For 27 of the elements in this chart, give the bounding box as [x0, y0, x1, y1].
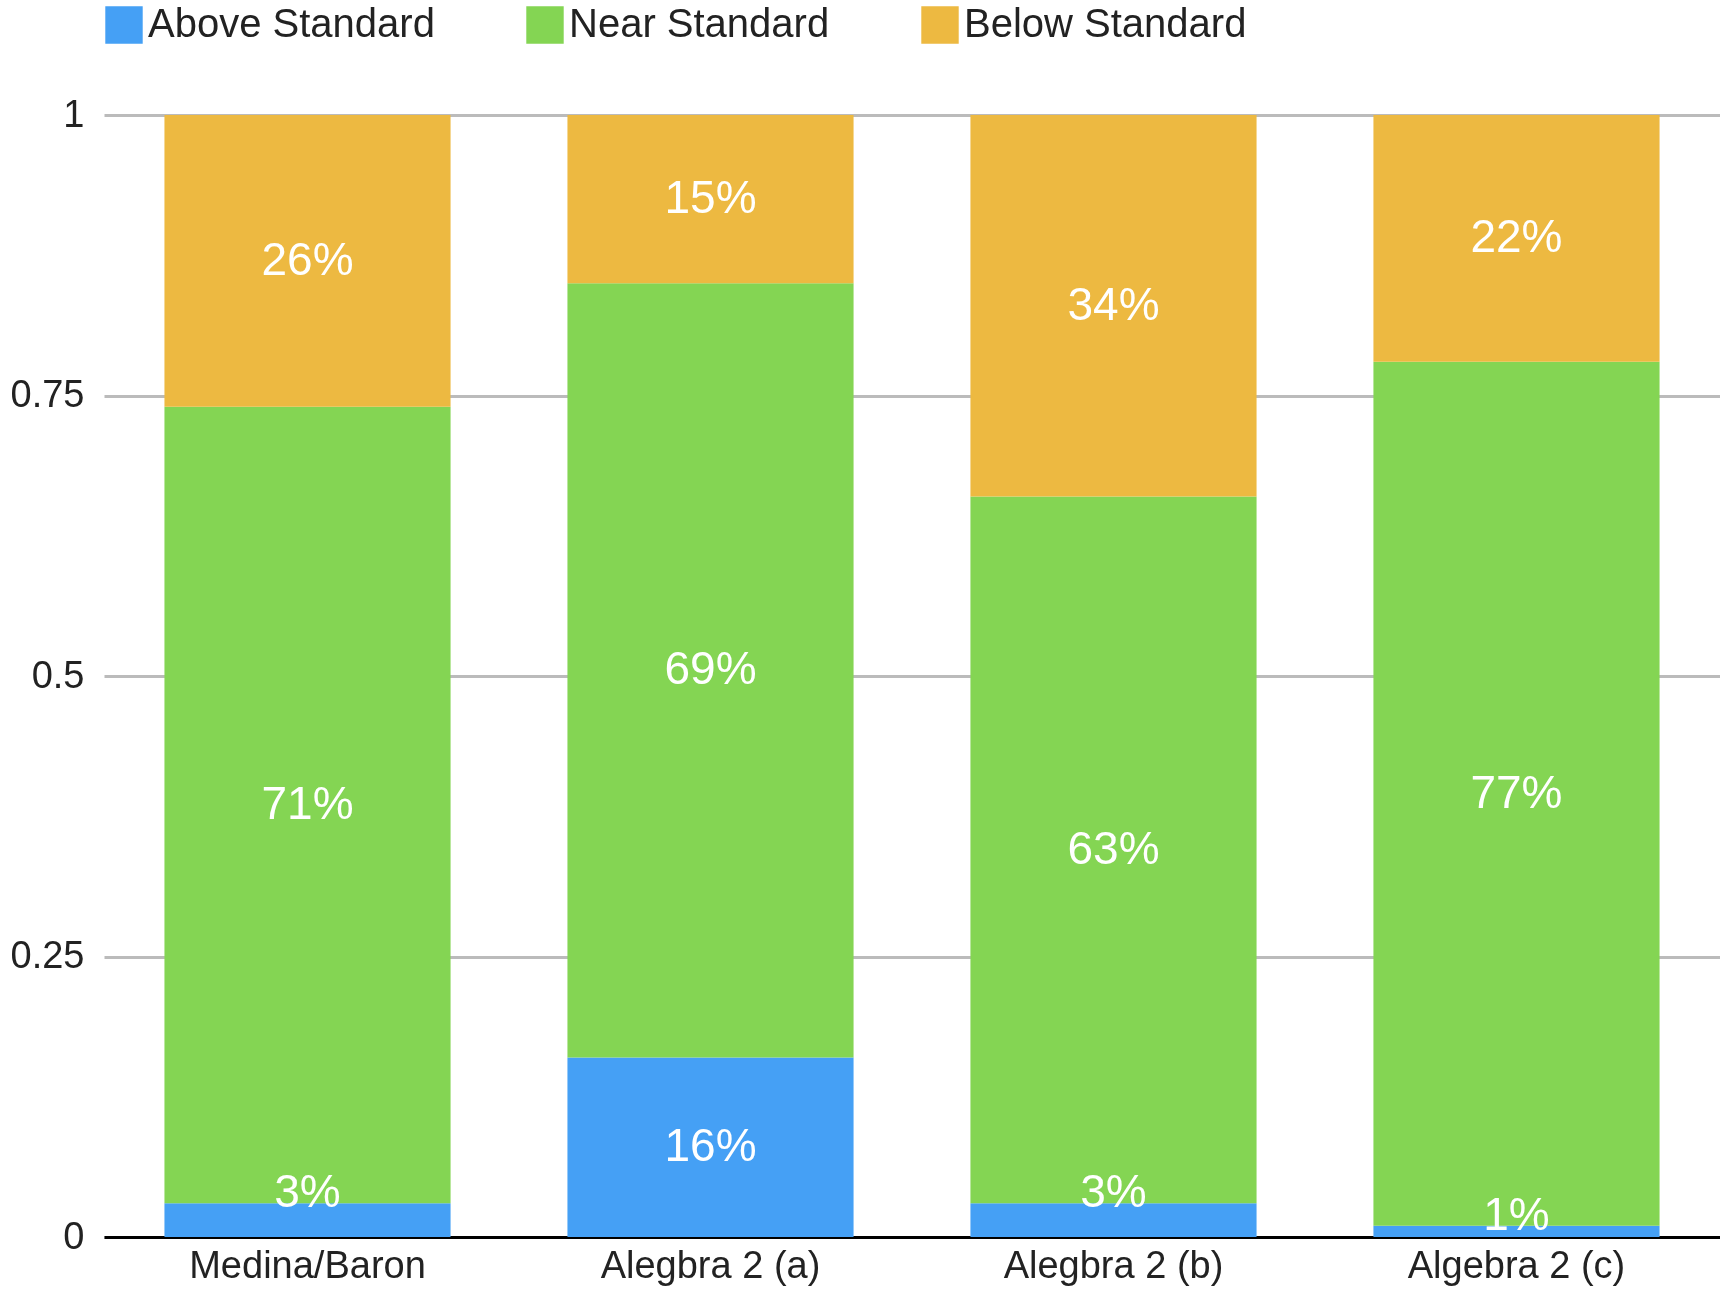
x-tick-label: Algebra 2 (c)	[1407, 1243, 1626, 1286]
bar	[970, 115, 1257, 497]
y-tick-label: 0	[63, 1214, 85, 1257]
y-tick-label: 0.75	[10, 373, 85, 415]
data-label: 69%	[664, 642, 757, 695]
data-label: 22%	[1470, 210, 1563, 263]
legend-label: Near Standard	[569, 1, 830, 45]
x-tick-label: Alegbra 2 (b)	[1003, 1243, 1224, 1286]
bar	[567, 1057, 854, 1237]
y-tick-label: 0.5	[31, 653, 85, 696]
data-label: 77%	[1470, 765, 1563, 818]
x-tick-label: Medina/Baron	[189, 1243, 426, 1286]
x-tick-label: Alegbra 2 (a)	[600, 1243, 821, 1286]
bar	[1373, 115, 1660, 362]
legend-label: Above Standard	[148, 1, 435, 45]
data-label: 15%	[664, 171, 757, 224]
y-tick-label: 1	[63, 92, 85, 135]
data-label: 34%	[1067, 277, 1160, 330]
y-tick-label: 0.25	[10, 934, 85, 976]
data-label: 63%	[1067, 821, 1160, 874]
data-label: 16%	[664, 1119, 757, 1172]
legend-label: Below Standard	[964, 1, 1247, 45]
bar	[567, 283, 854, 1058]
bar	[567, 115, 854, 284]
data-label: 71%	[261, 777, 354, 830]
data-label: 26%	[261, 232, 354, 285]
bar	[164, 115, 451, 407]
